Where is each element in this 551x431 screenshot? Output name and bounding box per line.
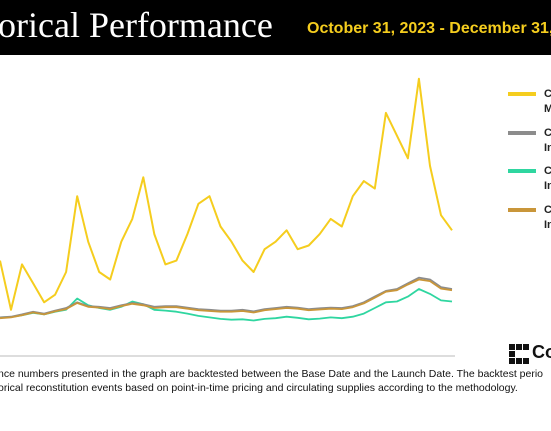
legend-label: C In [544, 165, 551, 192]
header-bar: orical Performance October 31, 2023 - De… [0, 0, 551, 55]
legend-swatch [508, 169, 536, 173]
series-line [0, 278, 453, 320]
footnote-line: nce numbers presented in the graph are b… [0, 368, 543, 380]
page-title: orical Performance [0, 5, 273, 45]
footnote: nce numbers presented in the graph are b… [0, 367, 551, 395]
performance-chart: 0232024 [0, 77, 455, 357]
date-range: October 31, 2023 - December 31, 20 [307, 20, 551, 37]
legend-label: C In [544, 204, 551, 231]
series-line [0, 77, 453, 311]
footnote-line: orical reconstitution events based on po… [0, 382, 518, 394]
series-line [0, 288, 453, 322]
series-layer [0, 77, 453, 322]
brand-logo-icon [509, 344, 529, 364]
legend-label: C In [544, 127, 551, 154]
brand-logo-text: Co [532, 342, 551, 362]
legend-swatch [508, 208, 536, 212]
legend-swatch [508, 131, 536, 135]
legend-swatch [508, 92, 536, 96]
